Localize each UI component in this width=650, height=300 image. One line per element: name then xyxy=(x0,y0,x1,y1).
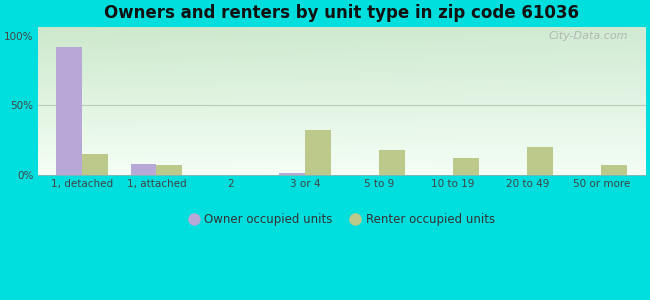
Bar xyxy=(453,158,479,175)
Bar xyxy=(131,164,157,175)
Bar xyxy=(83,154,109,175)
Bar xyxy=(57,47,83,175)
Bar xyxy=(601,165,627,175)
Title: Owners and renters by unit type in zip code 61036: Owners and renters by unit type in zip c… xyxy=(105,4,579,22)
Bar xyxy=(157,165,183,175)
Legend: Owner occupied units, Renter occupied units: Owner occupied units, Renter occupied un… xyxy=(184,208,499,231)
Bar xyxy=(379,150,405,175)
Bar xyxy=(305,130,331,175)
Bar xyxy=(279,173,305,175)
Bar xyxy=(527,147,553,175)
Text: City-Data.com: City-Data.com xyxy=(548,31,628,41)
